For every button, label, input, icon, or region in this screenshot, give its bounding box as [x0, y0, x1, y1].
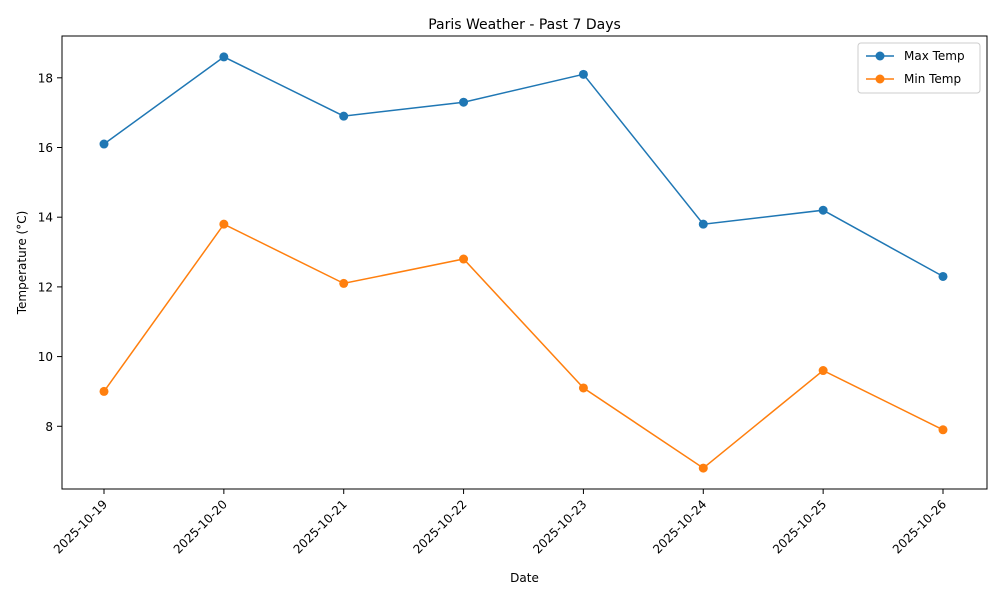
data-point-min-temp	[459, 255, 468, 264]
y-tick-label: 18	[38, 71, 53, 85]
data-point-min-temp	[219, 220, 228, 229]
data-point-max-temp	[100, 140, 109, 149]
series-line-min-temp	[104, 224, 943, 468]
data-point-min-temp	[699, 464, 708, 473]
series-line-max-temp	[104, 57, 943, 277]
x-tick-label: 2025-10-26	[890, 497, 949, 556]
data-point-max-temp	[699, 220, 708, 229]
data-point-max-temp	[938, 272, 947, 281]
legend-label-min-temp: Min Temp	[904, 72, 961, 86]
data-point-min-temp	[938, 425, 947, 434]
x-tick-label: 2025-10-20	[171, 497, 230, 556]
data-point-min-temp	[819, 366, 828, 375]
y-tick-label: 14	[38, 211, 53, 225]
data-point-max-temp	[339, 112, 348, 121]
data-point-max-temp	[819, 206, 828, 215]
y-axis-label: Temperature (°C)	[15, 211, 29, 316]
x-tick-label: 2025-10-19	[51, 497, 110, 556]
data-point-max-temp	[459, 98, 468, 107]
data-point-max-temp	[579, 70, 588, 79]
y-tick-label: 16	[38, 141, 53, 155]
legend-marker-max-temp	[876, 52, 885, 61]
legend-label-max-temp: Max Temp	[904, 49, 965, 63]
legend-marker-min-temp	[876, 75, 885, 84]
x-tick-label: 2025-10-23	[530, 497, 589, 556]
x-tick-label: 2025-10-22	[410, 497, 469, 556]
y-tick-label: 8	[45, 420, 53, 434]
x-axis-label: Date	[510, 571, 539, 585]
x-axis: 2025-10-19 2025-10-20 2025-10-21 2025-10-22…	[51, 489, 949, 556]
chart-title: Paris Weather - Past 7 Days	[428, 17, 621, 33]
plot-area-frame	[62, 36, 987, 489]
data-point-min-temp	[100, 387, 109, 396]
x-tick-label: 2025-10-21	[291, 497, 350, 556]
data-point-max-temp	[219, 52, 228, 61]
y-tick-label: 10	[38, 350, 53, 364]
y-tick-label: 12	[38, 280, 53, 294]
y-axis: 8 10 12 14 16 18	[38, 71, 62, 433]
x-tick-label: 2025-10-25	[770, 497, 829, 556]
series-layer	[100, 52, 948, 472]
data-point-min-temp	[339, 279, 348, 288]
data-point-min-temp	[579, 383, 588, 392]
legend: Max Temp Min Temp	[858, 43, 980, 93]
x-tick-label: 2025-10-24	[650, 497, 709, 556]
